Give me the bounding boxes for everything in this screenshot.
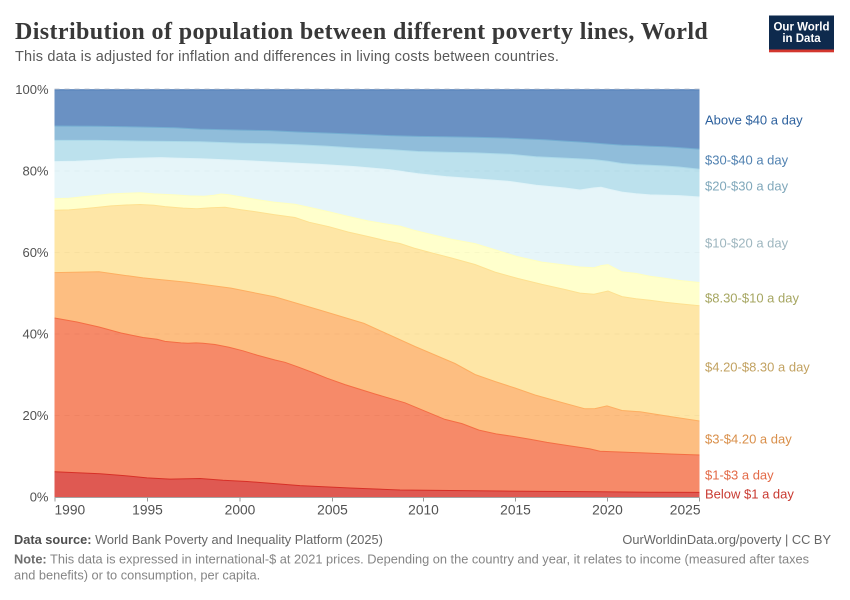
svg-text:2010: 2010 — [408, 503, 439, 518]
svg-text:$8.30-$10 a day: $8.30-$10 a day — [705, 291, 799, 306]
svg-text:OurWorldinData.org/poverty | C: OurWorldinData.org/poverty | CC BY — [622, 532, 831, 547]
svg-text:Distribution of population bet: Distribution of population between diffe… — [15, 19, 708, 45]
svg-text:$20-$30 a day: $20-$30 a day — [705, 179, 789, 194]
svg-text:1990: 1990 — [55, 503, 86, 518]
svg-text:This data is adjusted for infl: This data is adjusted for inflation and … — [15, 49, 559, 65]
svg-text:1995: 1995 — [132, 503, 163, 518]
svg-text:$1-$3 a day: $1-$3 a day — [705, 468, 774, 483]
svg-text:60%: 60% — [22, 245, 48, 260]
svg-text:in Data: in Data — [782, 33, 821, 45]
svg-text:40%: 40% — [22, 327, 48, 342]
svg-text:2000: 2000 — [225, 503, 256, 518]
svg-text:2015: 2015 — [500, 503, 531, 518]
svg-text:Note: This data is expressed i: Note: This data is expressed in internat… — [14, 552, 809, 567]
svg-text:Above $40 a day: Above $40 a day — [705, 112, 803, 127]
svg-text:and benefits) or to consumptio: and benefits) or to consumption, per cap… — [14, 568, 260, 583]
svg-text:$4.20-$8.30 a day: $4.20-$8.30 a day — [705, 360, 810, 375]
svg-text:Our World: Our World — [773, 22, 829, 34]
svg-text:$3-$4.20 a day: $3-$4.20 a day — [705, 431, 792, 446]
svg-text:80%: 80% — [22, 164, 48, 179]
svg-text:$30-$40 a day: $30-$40 a day — [705, 152, 789, 167]
svg-text:0%: 0% — [30, 490, 49, 505]
svg-text:2005: 2005 — [317, 503, 348, 518]
svg-text:2020: 2020 — [592, 503, 623, 518]
svg-text:2025: 2025 — [670, 503, 701, 518]
svg-text:Data source: World Bank Povert: Data source: World Bank Poverty and Ineq… — [14, 532, 383, 547]
svg-text:$10-$20 a day: $10-$20 a day — [705, 236, 789, 251]
svg-text:20%: 20% — [22, 408, 48, 423]
svg-text:100%: 100% — [15, 82, 49, 97]
svg-text:Below $1 a day: Below $1 a day — [705, 486, 794, 501]
